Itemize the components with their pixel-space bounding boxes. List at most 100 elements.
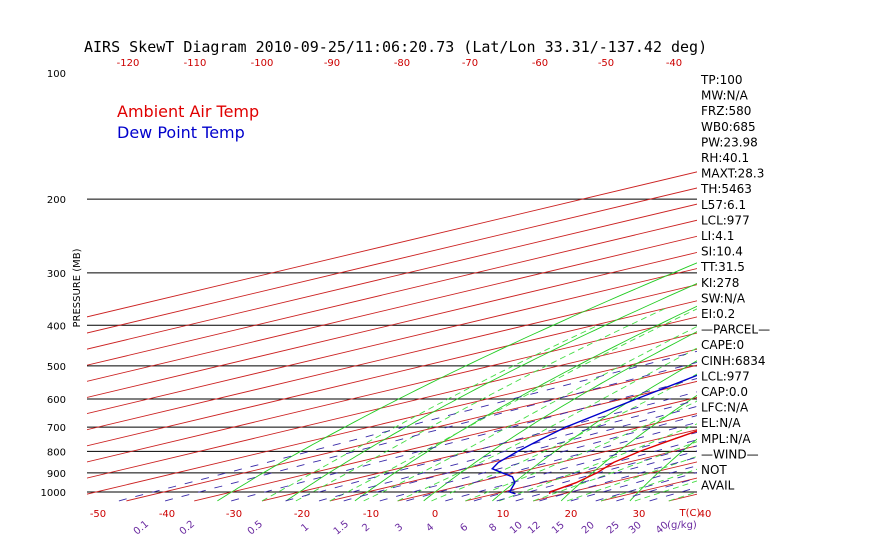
mixing-ratio-label-11: 12 (526, 520, 543, 537)
mixing-ratio-label-14: 25 (605, 520, 622, 537)
moist-adiabat-10 (465, 400, 697, 502)
index-1: MW:N/A (701, 89, 749, 103)
isotherm--70 (87, 316, 697, 463)
moist-adiabat-25 (566, 455, 697, 502)
top-temp-label-0: -120 (117, 58, 140, 69)
top-temp-label-4: -80 (394, 58, 410, 69)
index-18: CINH:6834 (701, 354, 766, 368)
top-temp-label-2: -100 (251, 58, 274, 69)
bottom-temp-label-8: 30 (633, 509, 646, 520)
isotherm--80 (87, 300, 697, 447)
index-2: FRZ:580 (701, 104, 751, 118)
pressure-label-300: 300 (47, 269, 66, 280)
legend-dew-point-temp: Dew Point Temp (117, 123, 245, 142)
isotherm--20 (261, 397, 697, 502)
bottom-temp-label-7: 20 (565, 509, 578, 520)
isotherm--50 (87, 348, 697, 495)
pressure-label-700: 700 (47, 423, 66, 434)
mixing-ratio-label-15: 30 (627, 520, 644, 537)
mixing-unit-label: (g/kg) (667, 520, 697, 531)
pressure-label-900: 900 (47, 469, 66, 480)
index-12: TT:31.5 (700, 260, 745, 274)
legend-ambient-air-temp: Ambient Air Temp (117, 102, 259, 121)
mixing-ratio-line-4 (406, 421, 697, 502)
chart-grid (87, 73, 870, 502)
isotherm--10 (329, 413, 697, 502)
pressure-label-200: 200 (47, 195, 66, 206)
pressure-tick-labels: 100 200 300 400 500 600 700 800 900 1000 (41, 69, 66, 499)
mixing-ratio-lines (118, 350, 697, 502)
index-20: CAP:0.0 (701, 385, 748, 399)
mixing-ratio-label-1: 0.2 (178, 519, 197, 538)
dew-point-temp-line (490, 374, 697, 495)
isotherm--140 (87, 203, 697, 350)
moist-adiabat--10 (329, 308, 697, 502)
index-22: EL:N/A (701, 416, 741, 430)
dry-adiabat-50 (767, 73, 870, 501)
mixing-ratio-line-3 (379, 415, 697, 502)
moist-adiabat--15 (295, 308, 666, 502)
mixing-ratio-line-6 (445, 431, 697, 502)
top-temp-label-6: -60 (532, 58, 548, 69)
dry-adiabat-lines (217, 73, 870, 502)
index-17: CAPE:0 (701, 338, 744, 352)
mixing-ratio-label-2: 0.5 (246, 519, 265, 538)
isotherm--90 (87, 284, 697, 431)
isotherm--130 (87, 219, 697, 366)
index-26: AVAIL (701, 479, 735, 493)
bottom-temperature-labels: -50 -40 -30 -20 -10 0 10 20 30 40T(C) (90, 508, 712, 520)
pressure-label-500: 500 (47, 362, 66, 373)
mixing-ratio-label-12: 15 (550, 520, 567, 537)
isotherm--30 (194, 380, 697, 502)
top-temp-label-5: -70 (462, 58, 478, 69)
dry-adiabat-20 (560, 394, 697, 502)
top-temp-label-3: -90 (324, 58, 340, 69)
isotherm-60 (804, 73, 870, 501)
mixing-ratio-label-4: 1.5 (332, 519, 351, 538)
index-7: TH:5463 (700, 182, 752, 196)
index-15: EI:0.2 (701, 307, 735, 321)
bottom-temp-label-1: -40 (159, 509, 175, 520)
dry-adiabat--10 (354, 305, 697, 502)
mixing-ratio-line-1.5 (318, 399, 697, 502)
moist-adiabat-5 (431, 373, 697, 502)
index-3: WB0:685 (701, 120, 756, 134)
mixing-ratio-line-2 (343, 405, 697, 502)
bottom-temp-label-9: 40 (699, 509, 712, 520)
mixing-ratio-label-5: 2 (360, 522, 372, 535)
mixing-ratio-label-8: 6 (458, 522, 470, 535)
pressure-label-600: 600 (47, 395, 66, 406)
index-23: MPL:N/A (701, 432, 751, 446)
mixing-ratio-label-9: 8 (487, 522, 499, 535)
pressure-label-100: 100 (47, 69, 66, 80)
isotherm--40 (126, 364, 697, 502)
moist-adiabat-40 (668, 491, 697, 502)
index-9: LCL:977 (701, 213, 750, 227)
pressure-label-1000: 1000 (41, 488, 66, 499)
index-0: TP:100 (700, 73, 743, 87)
mixing-ratio-line-25 (595, 472, 697, 502)
index-14: SW:N/A (701, 291, 746, 305)
chart-title: AIRS SkewT Diagram 2010-09-25/11:06:20.7… (84, 38, 707, 56)
top-temp-label-7: -50 (598, 58, 614, 69)
mixing-ratio-line-8 (473, 439, 697, 502)
isotherm-lines (87, 73, 870, 502)
bottom-temp-label-5: 0 (432, 509, 438, 520)
dry-adiabat-10 (492, 360, 697, 502)
isotherm--110 (87, 251, 697, 398)
bottom-temp-label-4: -10 (363, 509, 379, 520)
mixing-ratio-label-3: 1 (299, 522, 311, 535)
dry-adiabat--20 (285, 283, 697, 502)
mixing-ratio-label-0: 0.1 (132, 519, 151, 538)
index-11: SI:10.4 (701, 245, 743, 259)
bottom-unit-label: T(C) (679, 508, 701, 519)
index-13: KI:278 (701, 276, 739, 290)
mixing-ratio-line-1 (285, 391, 697, 502)
mixing-ratio-line-10 (496, 445, 697, 502)
isotherm-0 (397, 429, 697, 502)
pressure-label-800: 800 (47, 447, 66, 458)
y-axis-label: PRESSURE (MB) (72, 248, 83, 327)
moist-adiabat-0 (397, 347, 697, 502)
